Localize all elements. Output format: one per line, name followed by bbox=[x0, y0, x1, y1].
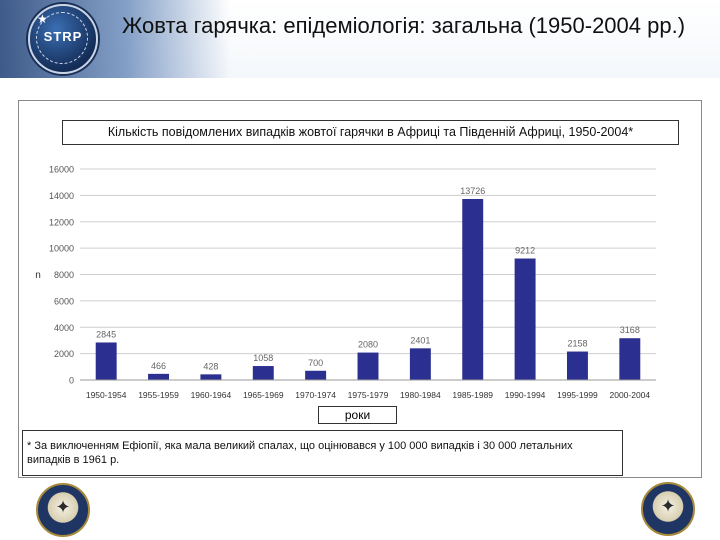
x-tick-label: 1955-1959 bbox=[138, 390, 179, 400]
x-tick-label: 1965-1969 bbox=[243, 390, 284, 400]
data-label: 3168 bbox=[620, 325, 640, 335]
bar bbox=[148, 373, 170, 380]
dod-seal-left: ✦ bbox=[36, 483, 90, 537]
data-label: 700 bbox=[308, 358, 323, 368]
data-label: 466 bbox=[151, 361, 166, 371]
eagle-icon: ✦ bbox=[660, 496, 676, 516]
bar bbox=[462, 198, 484, 380]
bar bbox=[252, 366, 274, 380]
y-axis-label: n bbox=[35, 270, 41, 281]
x-axis-label: роки bbox=[318, 406, 397, 424]
strp-logo: ★ STRP bbox=[28, 4, 98, 74]
x-tick-label: 1970-1974 bbox=[295, 390, 336, 400]
eagle-icon: ✦ bbox=[55, 497, 71, 517]
data-label: 428 bbox=[203, 361, 218, 371]
bar bbox=[514, 258, 536, 380]
footnote: * За виключенням Ефіопії, яка мала велик… bbox=[22, 430, 623, 476]
bar bbox=[200, 374, 222, 380]
x-tick-label: 1985-1989 bbox=[452, 390, 493, 400]
bar bbox=[357, 352, 379, 380]
bar bbox=[95, 342, 117, 380]
y-tick-label: 8000 bbox=[54, 270, 74, 280]
bar bbox=[566, 351, 588, 380]
data-label: 1058 bbox=[253, 353, 273, 363]
header-band bbox=[0, 0, 720, 78]
y-tick-label: 16000 bbox=[49, 165, 74, 175]
x-tick-label: 1960-1964 bbox=[191, 390, 232, 400]
logo-text: STRP bbox=[43, 29, 83, 44]
y-tick-label: 12000 bbox=[49, 217, 74, 227]
x-tick-label: 1950-1954 bbox=[86, 390, 127, 400]
x-tick-label: 1980-1984 bbox=[400, 390, 441, 400]
chart-title: Кількість повідомлених випадків жовтої г… bbox=[62, 120, 679, 145]
logo-ring bbox=[36, 12, 88, 64]
data-label: 13726 bbox=[460, 186, 485, 196]
logo-star-icon: ★ bbox=[37, 12, 48, 26]
y-tick-label: 4000 bbox=[54, 323, 74, 333]
bar bbox=[619, 338, 641, 380]
x-tick-label: 1995-1999 bbox=[557, 390, 598, 400]
data-label: 2158 bbox=[567, 339, 587, 349]
bar-chart: 0 2000 4000 6000 8000 10000 12000 14000 16000 n 28… bbox=[35, 165, 656, 400]
dod-seal-right: ✦ bbox=[641, 482, 695, 536]
y-tick-label: 14000 bbox=[49, 191, 74, 201]
x-tick-label: 1975-1979 bbox=[348, 390, 389, 400]
data-label: 2080 bbox=[358, 340, 378, 350]
bar bbox=[409, 348, 431, 380]
y-tick-label: 0 bbox=[69, 376, 74, 386]
data-label: 2845 bbox=[96, 329, 116, 339]
y-tick-label: 10000 bbox=[49, 244, 74, 254]
bar bbox=[305, 370, 327, 380]
x-tick-label: 1990-1994 bbox=[505, 390, 546, 400]
y-tick-label: 2000 bbox=[54, 349, 74, 359]
data-label: 2401 bbox=[410, 335, 430, 345]
data-label: 9212 bbox=[515, 246, 535, 256]
y-tick-label: 6000 bbox=[54, 296, 74, 306]
x-tick-label: 2000-2004 bbox=[609, 390, 650, 400]
slide-title: Жовта гарячка: епідеміологія: загальна (… bbox=[121, 13, 686, 38]
